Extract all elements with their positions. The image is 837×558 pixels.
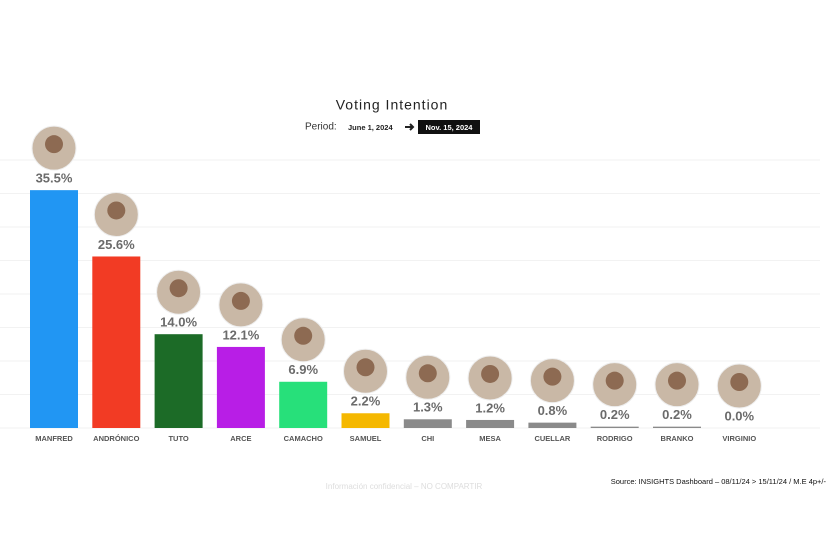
period-end-box — [418, 120, 480, 134]
value-label: 12.1% — [222, 327, 259, 342]
source: Source: INSIGHTS Dashboard – 08/11/24 > … — [611, 477, 827, 486]
bar — [341, 413, 390, 428]
value-label: 2.2% — [351, 394, 381, 409]
x-tick-label: MESA — [479, 434, 501, 443]
value-label: 0.8% — [538, 403, 568, 418]
x-tick-label: ANDRÓNICO — [93, 434, 139, 443]
bar — [528, 422, 577, 428]
value-label: 0.2% — [662, 407, 692, 422]
value-label: 0.0% — [724, 408, 754, 423]
candidate-face — [356, 358, 375, 377]
bar — [590, 426, 639, 428]
value-label: 25.6% — [98, 237, 135, 252]
candidate-face — [481, 364, 500, 383]
bar — [653, 426, 701, 428]
x-tick-label: SAMUEL — [350, 434, 382, 443]
bar — [216, 346, 265, 428]
bar — [466, 419, 515, 428]
arrow — [405, 123, 415, 131]
candidate-face — [668, 371, 686, 390]
value-label: 6.9% — [288, 362, 318, 377]
x-tick-label: CUELLAR — [534, 434, 570, 443]
period-start: June 1, 2024 — [348, 123, 393, 132]
value-label: 14.0% — [160, 315, 197, 330]
candidate-face — [294, 326, 313, 345]
period-label: Period: — [305, 122, 337, 133]
candidate-face — [169, 279, 188, 298]
candidate-face — [231, 291, 250, 310]
bar — [154, 334, 203, 428]
value-label: 1.3% — [413, 400, 443, 415]
bar — [92, 256, 141, 428]
value-label: 0.2% — [600, 407, 630, 422]
x-tick-label: CAMACHO — [284, 434, 323, 443]
x-tick-label: RODRIGO — [597, 434, 633, 443]
candidate-face — [107, 201, 126, 220]
x-tick-label: BRANKO — [661, 434, 694, 443]
x-tick-label: MANFRED — [35, 434, 73, 443]
value-label: 35.5% — [36, 171, 73, 186]
bar — [279, 381, 328, 428]
x-tick-label: ARCE — [230, 434, 251, 443]
x-tick-label: VIRGINIO — [722, 434, 756, 443]
candidate-face — [418, 364, 437, 383]
candidate-face — [605, 371, 624, 390]
candidate-face — [45, 135, 63, 154]
watermark: Información confidencial – NO COMPARTIR — [326, 482, 483, 491]
candidate-face — [543, 367, 562, 386]
chart-title: Voting Intention — [336, 97, 449, 113]
period-end: Nov. 15, 2024 — [426, 123, 474, 132]
bar — [30, 190, 78, 428]
x-tick-label: CHI — [421, 434, 434, 443]
bar — [403, 419, 452, 428]
value-label: 1.2% — [475, 400, 505, 415]
candidate-face — [730, 373, 749, 391]
x-tick-label: TUTO — [168, 434, 188, 443]
